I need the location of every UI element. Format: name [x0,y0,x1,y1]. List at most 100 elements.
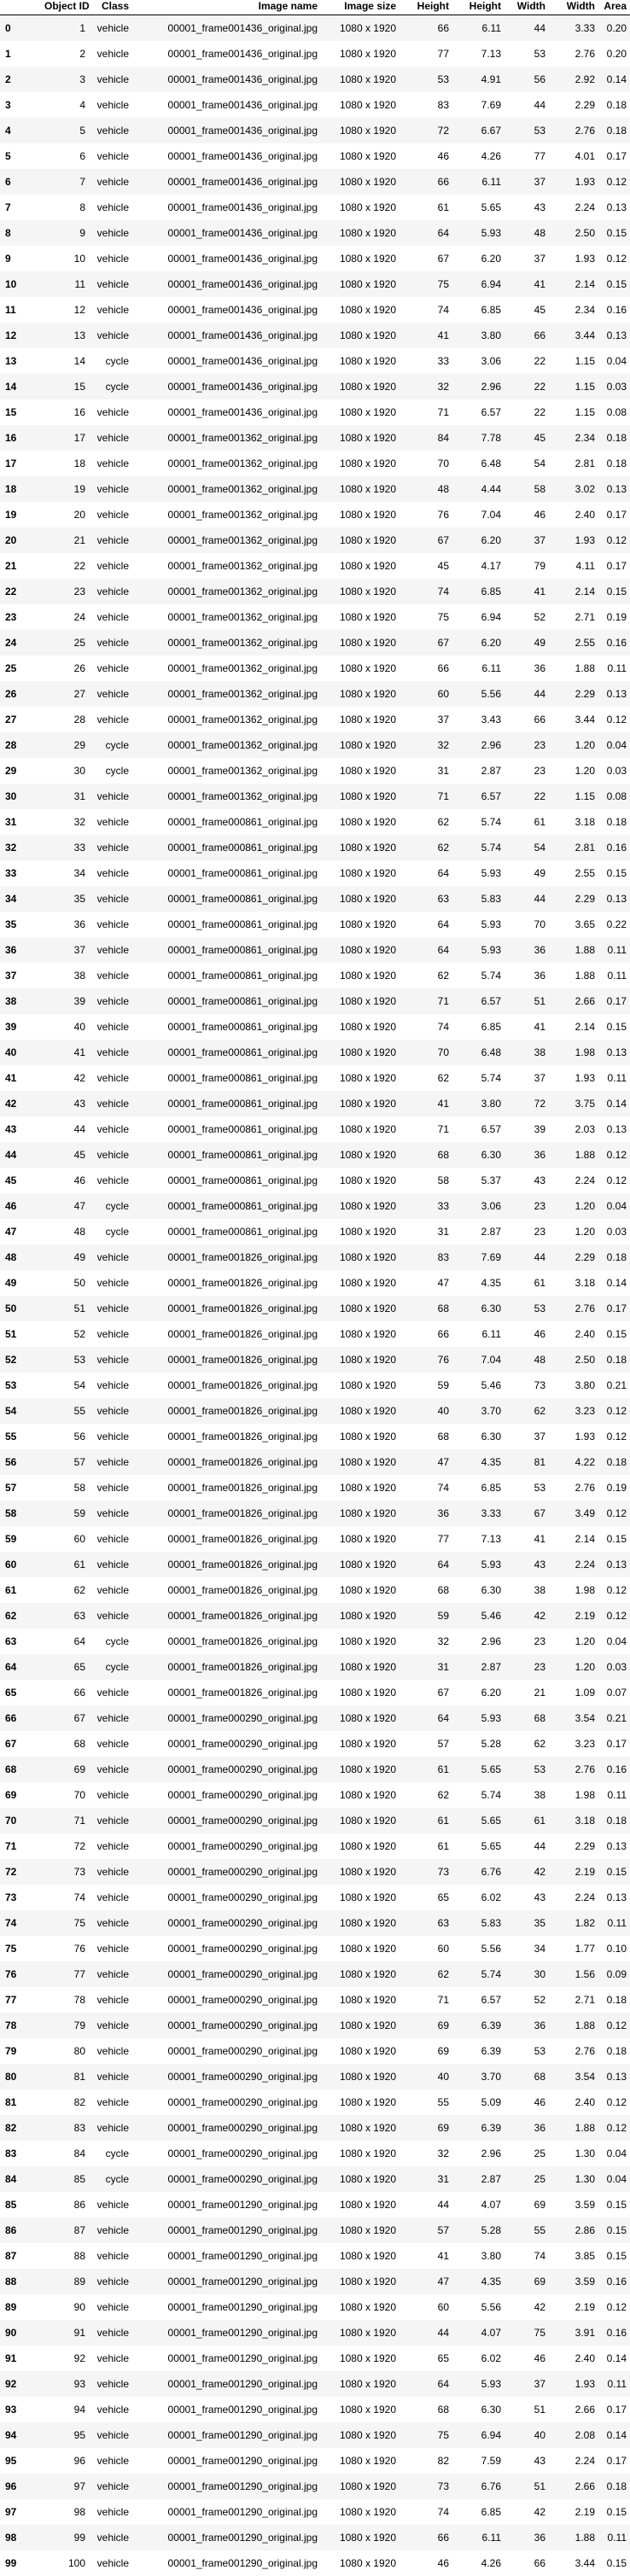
height-pct-cell: 3.70 [452,1398,505,1424]
object-id-cell: 52 [41,1321,89,1347]
image-size-cell: 1080 x 1920 [321,246,400,271]
height-px-cell: 47 [400,2269,452,2294]
height-px-cell: 65 [400,1885,452,1910]
class-cell: vehicle [89,835,132,860]
width-pct-cell: 1.88 [549,2013,598,2038]
width-pct-cell: 3.49 [549,1501,598,1526]
row-index: 81 [0,2089,41,2115]
width-px-cell: 55 [505,2218,549,2243]
class-cell: vehicle [89,1449,132,1475]
class-cell: vehicle [89,937,132,963]
image-name-cell: 00001_frame001436_original.jpg [132,220,321,246]
class-cell: vehicle [89,1885,132,1910]
image-name-cell: 00001_frame001362_original.jpg [132,553,321,579]
class-cell: vehicle [89,2243,132,2269]
area-cell: 0.11 [598,656,630,681]
row-index: 79 [0,2038,41,2064]
row-index: 26 [0,681,41,707]
class-cell: vehicle [89,1808,132,1833]
image-name-cell: 00001_frame001362_original.jpg [132,732,321,758]
image-name-cell: 00001_frame001290_original.jpg [132,2346,321,2371]
row-index: 14 [0,374,41,399]
width-pct-cell: 4.22 [549,1449,598,1475]
row-index: 76 [0,1961,41,1987]
width-px-cell: 69 [505,2269,549,2294]
width-px-cell: 42 [505,1859,549,1885]
width-px-cell: 22 [505,784,549,809]
width-pct-cell: 2.14 [549,1526,598,1552]
height-pct-cell: 6.30 [452,1577,505,1603]
height-px-cell: 72 [400,118,452,143]
object-id-cell: 75 [41,1910,89,1936]
height-px-cell: 77 [400,1526,452,1552]
width-px-cell: 79 [505,553,549,579]
row-index: 41 [0,1065,41,1091]
object-id-cell: 77 [41,1961,89,1987]
height-px-cell: 32 [400,1629,452,1654]
image-size-cell: 1080 x 1920 [321,1040,400,1065]
row-index: 15 [0,399,41,425]
width-px-cell: 41 [505,271,549,297]
width-pct-cell: 2.29 [549,92,598,118]
height-pct-cell: 4.07 [452,2192,505,2218]
image-size-cell: 1080 x 1920 [321,758,400,784]
height-px-cell: 68 [400,2397,452,2422]
width-px-cell: 53 [505,41,549,67]
class-cell: vehicle [89,656,132,681]
object-id-cell: 23 [41,579,89,604]
image-name-cell: 00001_frame001436_original.jpg [132,143,321,169]
area-cell: 0.13 [598,1040,630,1065]
image-name-cell: 00001_frame001826_original.jpg [132,1373,321,1398]
width-px-cell: 38 [505,1040,549,1065]
width-pct-cell: 2.24 [549,1168,598,1193]
object-id-cell: 11 [41,271,89,297]
class-cell: cycle [89,1193,132,1219]
class-cell: vehicle [89,2038,132,2064]
width-pct-cell: 1.93 [549,169,598,195]
width-px-cell: 43 [505,1552,549,1577]
row-index: 27 [0,707,41,732]
header-row: Object ID Class Image name Image size He… [0,0,630,15]
image-size-cell: 1080 x 1920 [321,1142,400,1168]
image-size-cell: 1080 x 1920 [321,1731,400,1757]
image-name-cell: 00001_frame001290_original.jpg [132,2371,321,2397]
object-id-cell: 14 [41,348,89,374]
area-cell: 0.17 [598,502,630,527]
width-pct-cell: 3.85 [549,2243,598,2269]
row-index: 82 [0,2115,41,2141]
row-index: 52 [0,1347,41,1373]
width-pct-cell: 3.65 [549,912,598,937]
area-cell: 0.11 [598,2371,630,2397]
image-name-cell: 00001_frame000290_original.jpg [132,1731,321,1757]
height-pct-cell: 5.74 [452,1782,505,1808]
object-id-cell: 64 [41,1629,89,1654]
area-cell: 0.15 [598,2499,630,2525]
area-cell: 0.12 [598,1398,630,1424]
width-pct-cell: 2.19 [549,2294,598,2320]
image-name-cell: 00001_frame001290_original.jpg [132,2550,321,2576]
row-index: 44 [0,1142,41,1168]
object-id-cell: 50 [41,1270,89,1296]
width-px-cell: 45 [505,297,549,323]
image-name-cell: 00001_frame001290_original.jpg [132,2218,321,2243]
height-px-cell: 75 [400,604,452,630]
area-cell: 0.09 [598,1961,630,1987]
row-index: 99 [0,2550,41,2576]
area-cell: 0.15 [598,2192,630,2218]
area-cell: 0.14 [598,1091,630,1116]
